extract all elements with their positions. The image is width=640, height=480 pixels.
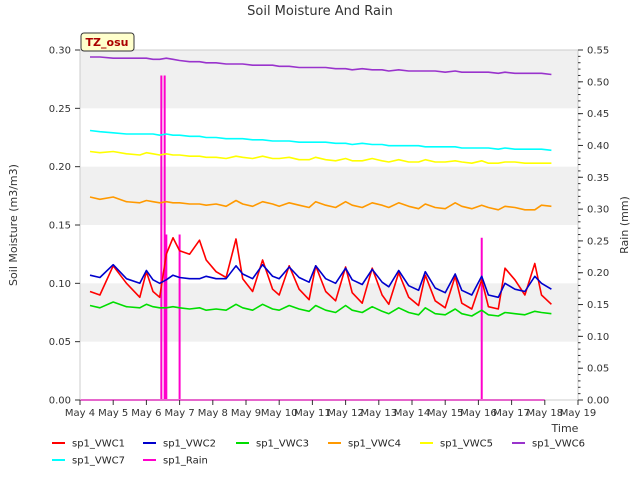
series-line-sp1_VWC5 xyxy=(89,150,552,164)
y-right-tick-label: 0.30 xyxy=(587,205,609,216)
y-axis-label: Soil Moisture (m3/m3) xyxy=(7,164,20,286)
legend-label: sp1_VWC5 xyxy=(440,439,493,450)
legend-label: sp1_VWC4 xyxy=(348,439,401,450)
legend-label: sp1_VWC3 xyxy=(256,439,309,450)
y-right-tick-label: 0.05 xyxy=(587,364,609,375)
legend-label: sp1_VWC2 xyxy=(163,439,216,450)
legend-label: sp1_VWC1 xyxy=(72,439,125,450)
x-tick-label: May 11 xyxy=(294,408,331,419)
series-line-sp1_VWC4 xyxy=(89,196,552,211)
x-tick-label: May 17 xyxy=(493,408,530,419)
y-right-tick-label: 0.00 xyxy=(587,396,609,407)
x-tick-label: May 10 xyxy=(261,408,298,419)
plot-background-bands xyxy=(80,50,578,342)
background-band xyxy=(80,283,578,342)
y-axis-right: 0.00 0.05 0.10 0.15 0.20 0.25 0.30 0.35 0.40 0.45… xyxy=(578,46,609,407)
series-line-sp1_VWC2 xyxy=(89,263,552,299)
y-right-tick-label: 0.35 xyxy=(587,173,609,184)
x-tick-label: May 18 xyxy=(527,408,564,419)
series-lines xyxy=(89,56,552,317)
y-tick-label: 0.25 xyxy=(49,104,71,115)
site-label-box: TZ_osu xyxy=(80,32,135,52)
x-tick-label: May 14 xyxy=(394,408,431,419)
chart-title: Soil Moisture And Rain xyxy=(247,4,393,19)
y-axis-right-label: Rain (mm) xyxy=(618,196,631,254)
x-tick-label: May 5 xyxy=(98,408,128,419)
legend-label: sp1_VWC6 xyxy=(532,439,585,450)
y-right-tick-label: 0.55 xyxy=(587,46,609,57)
y-tick-label: 0.05 xyxy=(49,337,71,348)
y-tick-label: 0.20 xyxy=(49,162,71,173)
series-line-sp1_VWC7 xyxy=(89,129,552,152)
x-tick-label: May 12 xyxy=(327,408,364,419)
x-tick-label: May 7 xyxy=(164,408,194,419)
y-tick-label: 0.10 xyxy=(49,279,71,290)
y-axis-left: 0.00 0.05 0.10 0.15 0.20 0.25 0.30 xyxy=(49,46,80,407)
background-band xyxy=(80,50,578,109)
x-tick-label: May 8 xyxy=(198,408,228,419)
x-tick-label: May 6 xyxy=(131,408,161,419)
series-line-sp1_VWC3 xyxy=(89,301,552,317)
y-tick-label: 0.00 xyxy=(49,396,71,407)
y-right-tick-label: 0.25 xyxy=(587,236,609,247)
x-tick-label: May 9 xyxy=(231,408,261,419)
site-label: TZ_osu xyxy=(86,36,129,49)
y-right-tick-label: 0.45 xyxy=(587,109,609,120)
background-band xyxy=(80,166,578,225)
rain-bars xyxy=(80,75,545,401)
x-tick-label: May 19 xyxy=(560,408,597,419)
x-tick-label: May 16 xyxy=(460,408,497,419)
y-tick-label: 0.30 xyxy=(49,46,71,57)
y-tick-label: 0.15 xyxy=(49,221,71,232)
y-right-tick-label: 0.15 xyxy=(587,300,609,311)
y-right-tick-label: 0.20 xyxy=(587,268,609,279)
x-tick-label: May 15 xyxy=(427,408,464,419)
x-tick-label: May 4 xyxy=(65,408,95,419)
series-line-sp1_VWC1 xyxy=(89,237,552,310)
y-right-tick-label: 0.40 xyxy=(587,141,609,152)
legend-label: sp1_VWC7 xyxy=(72,456,125,467)
y-right-tick-label: 0.10 xyxy=(587,332,609,343)
series-line-sp1_VWC6 xyxy=(90,56,552,76)
x-tick-label: May 13 xyxy=(361,408,398,419)
legend: sp1_VWC1 sp1_VWC2 sp1_VWC3 sp1_VWC4 sp1_VWC5… xyxy=(52,439,585,467)
x-axis: May 4 May 5 May 6 May 7 May 8 May 9 May 10May … xyxy=(65,400,596,419)
legend-label: sp1_Rain xyxy=(163,456,208,467)
y-right-tick-label: 0.50 xyxy=(587,77,609,88)
x-axis-label: Time xyxy=(551,422,579,435)
